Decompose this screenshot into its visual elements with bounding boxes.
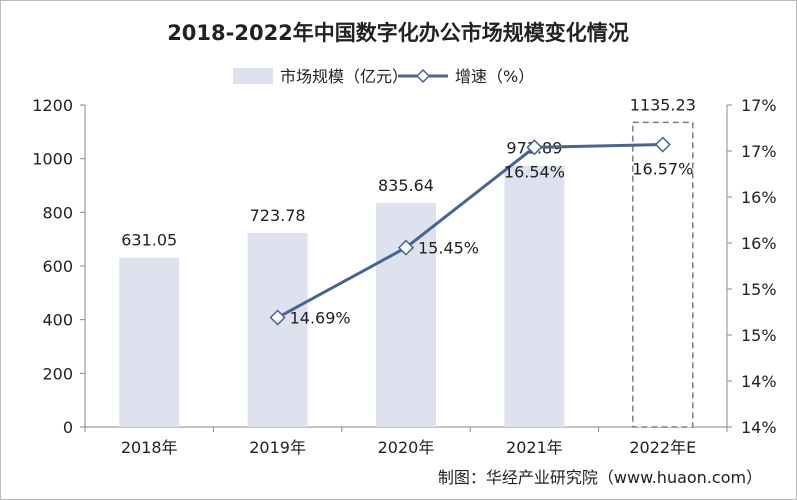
x-axis-tick-label: 2022年E: [629, 438, 696, 457]
x-axis-tick-label: 2021年: [506, 438, 563, 457]
growth-value-label: 15.45%: [418, 239, 479, 258]
bar: [119, 257, 180, 427]
growth-point: [654, 136, 671, 153]
growth-value-label: 16.54%: [504, 162, 565, 181]
bar: [504, 165, 565, 427]
growth-point: [397, 239, 415, 256]
legend-line-label: 增速（%）: [455, 67, 534, 86]
left-axis-tick-label: 600: [42, 257, 73, 276]
growth-value-label: 14.69%: [290, 309, 351, 328]
chart-title: 2018-2022年中国数字化办公市场规模变化情况: [167, 21, 629, 45]
left-axis-tick-label: 0: [63, 418, 73, 437]
legend-bar-swatch: [233, 68, 273, 84]
growth-line: [276, 143, 663, 319]
right-axis-tick-label: 17%: [741, 142, 777, 161]
legend-diamond-marker: [415, 68, 431, 84]
bar: [247, 232, 308, 427]
right-axis-tick-label: 16%: [741, 188, 777, 207]
growth-point: [269, 309, 286, 326]
growth-value-label: 16.57%: [632, 160, 693, 179]
bar-forecast: [632, 121, 694, 428]
bar-value-label: 835.64: [378, 176, 434, 195]
right-axis-tick-label: 16%: [741, 234, 777, 253]
left-axis-tick-label: 200: [42, 364, 73, 383]
right-axis-tick-label: 17%: [741, 96, 777, 115]
bar: [376, 202, 436, 427]
legend: 市场规模（亿元） 增速（%）: [233, 67, 534, 86]
x-axis-tick-label: 2020年: [378, 438, 435, 457]
left-axis-tick-label: 800: [42, 203, 73, 222]
right-axis-tick-label: 14%: [741, 418, 777, 437]
bar-value-label: 723.78: [250, 206, 306, 225]
left-axis-tick-label: 1200: [32, 96, 73, 115]
legend-bar-label: 市场规模（亿元）: [280, 67, 408, 86]
growth-point: [526, 139, 543, 156]
x-axis-tick-label: 2018年: [121, 438, 178, 457]
right-axis-tick-label: 15%: [741, 326, 777, 345]
source-note: 制图：华经产业研究院（www.huaon.com）: [438, 468, 762, 487]
right-axis-tick-label: 14%: [741, 372, 777, 391]
x-axis-tick-label: 2019年: [249, 438, 306, 457]
bar-value-label: 631.05: [121, 231, 177, 250]
right-axis-tick-label: 15%: [741, 280, 777, 299]
left-axis-tick-label: 400: [42, 311, 73, 330]
bar-value-label: 1135.23: [630, 95, 696, 114]
left-axis-tick-label: 1000: [32, 150, 73, 169]
